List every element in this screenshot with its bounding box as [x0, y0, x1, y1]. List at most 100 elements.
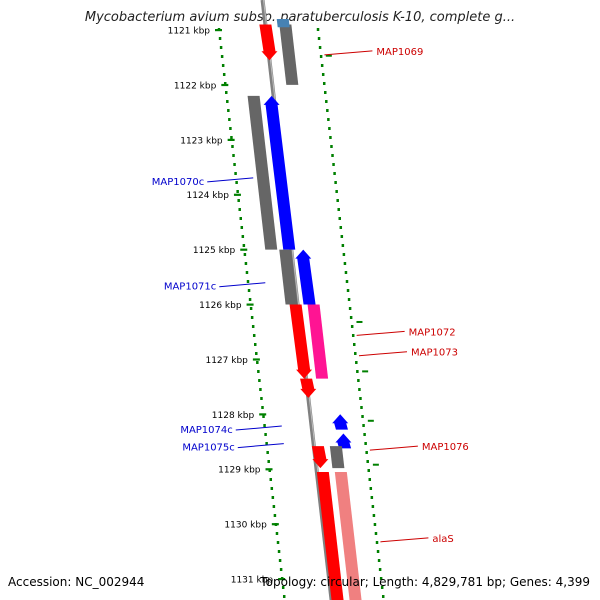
scale-tick-mark [240, 248, 248, 251]
scale-dot-left [241, 235, 245, 238]
scale-dot-left [223, 82, 227, 85]
scale-dot-right [354, 352, 357, 355]
scale-dot-left [247, 289, 251, 292]
scale-dot-right [321, 73, 325, 76]
scale-dot-left [260, 397, 263, 400]
scale-dot-right [336, 199, 339, 202]
scale-dot-left [263, 424, 266, 427]
scale-dot-left [219, 46, 223, 49]
scale-dot-right [348, 307, 352, 310]
scale-dot-right [347, 298, 351, 301]
scale-dot-left [243, 253, 247, 256]
scale-dot-left [276, 541, 280, 544]
scale-dot-left [259, 388, 262, 391]
feature-gene-alas [316, 471, 344, 600]
scale-dot-left [278, 559, 282, 562]
scale-dot-right [324, 91, 327, 94]
scale-dot-left [246, 280, 250, 283]
scale-dot-left [253, 343, 257, 346]
feature-trna-bar [334, 471, 362, 600]
scale-dot-right [357, 379, 360, 382]
feature-cds-bar [247, 95, 278, 250]
scale-dot-right [372, 514, 376, 517]
scale-dot-right [369, 487, 373, 490]
scale-dot-right [343, 262, 347, 265]
accession-text: Accession: NC_002944 [8, 575, 145, 589]
scale-tick-mark [233, 193, 241, 196]
scale-dot-right [322, 82, 326, 85]
scale-dot-right [327, 118, 330, 121]
gene-label-forward: MAP1072 [409, 327, 456, 338]
scale-dot-right [320, 64, 324, 67]
scale-dot-left [242, 244, 246, 247]
label-leader-line [207, 177, 254, 183]
scale-dot-right [316, 28, 320, 31]
scale-tick-label: 1128 kbp [212, 411, 255, 421]
label-leader-line [219, 282, 266, 288]
feature-gene-map1075c [335, 433, 352, 449]
scale-dot-left [255, 352, 258, 355]
scale-dot-right [363, 433, 366, 436]
scale-tick-mark [356, 320, 363, 323]
label-leader-line [237, 443, 284, 449]
scale-dot-left [265, 442, 268, 445]
scale-dot-left [225, 91, 228, 94]
scale-tick-label: 1127 kbp [205, 356, 248, 366]
scale-tick-mark [215, 29, 222, 32]
scale-tick-mark [278, 578, 286, 581]
scale-dot-right [332, 163, 335, 166]
feature-gene-map1069 [259, 24, 278, 61]
scale-dot-left [261, 406, 264, 409]
scale-dot-left [270, 487, 274, 490]
scale-tick-mark [227, 138, 235, 141]
scale-dot-left [269, 478, 273, 481]
scale-dot-left [252, 334, 256, 337]
scale-tick-mark [221, 83, 229, 87]
scale-dot-left [275, 532, 279, 535]
scale-dot-right [319, 55, 323, 58]
scale-dot-left [238, 208, 241, 211]
scale-dot-right [351, 334, 355, 337]
scale-dot-right [331, 154, 334, 157]
gene-label-reverse: MAP1070c [152, 177, 204, 188]
scale-dot-left [262, 415, 265, 418]
feature-gene-map1076 [311, 446, 329, 469]
scale-tick-label: 1130 kbp [224, 521, 267, 531]
scale-dot-right [371, 505, 375, 508]
scale-dot-right [350, 325, 354, 328]
label-leader-line [356, 330, 405, 336]
scale-tick-mark [265, 468, 273, 471]
scale-dot-right [366, 460, 369, 463]
scale-dot-right [344, 271, 348, 274]
feature-gene-map1070c [263, 95, 296, 250]
scale-dot-left [279, 568, 283, 571]
scale-dot-right [374, 532, 378, 535]
scale-dot-left [258, 379, 261, 382]
scale-dot-right [376, 550, 380, 553]
scale-dot-right [375, 541, 379, 544]
scale-dot-right [381, 595, 385, 598]
scale-dot-left [249, 307, 253, 310]
scale-dot-right [317, 37, 321, 40]
scale-dot-right [377, 559, 381, 562]
scale-dot-right [328, 127, 331, 130]
scale-dot-right [335, 190, 338, 193]
label-leader-line [380, 537, 429, 543]
scale-dot-left [220, 55, 224, 58]
scale-tick-label: 1122 kbp [174, 81, 217, 91]
scale-tick-mark [252, 358, 260, 361]
scale-dot-left [229, 127, 232, 130]
scale-tick-label: 1121 kbp [168, 27, 211, 37]
scale-dot-left [234, 172, 237, 175]
genome-summary: Topology: circular; Length: 4,829,781 bp… [260, 575, 590, 589]
scale-dot-right [329, 136, 332, 139]
scale-tick-label: 1126 kbp [199, 301, 242, 311]
scale-dot-left [221, 64, 225, 67]
scale-tick-label: 1129 kbp [218, 466, 261, 476]
label-leader-line [358, 351, 408, 357]
scale-tick-mark [246, 303, 254, 306]
feature-gene-map1074c [332, 414, 349, 430]
feature-rna-bar [307, 304, 329, 379]
scale-dot-right [325, 100, 328, 103]
scale-dot-left [218, 37, 222, 40]
